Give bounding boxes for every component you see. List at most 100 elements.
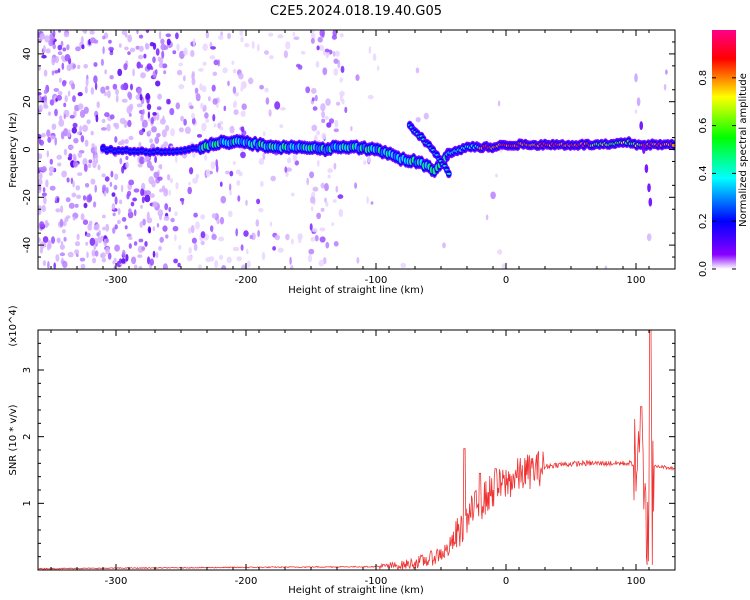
noise-speckle (367, 94, 374, 100)
noise-speckle (210, 225, 214, 233)
noise-speckle (128, 113, 132, 117)
noise-speckle (176, 69, 183, 76)
noise-speckle (144, 241, 148, 247)
noise-speckle (80, 36, 84, 44)
noise-speckle (38, 205, 43, 212)
noise-speckle (220, 31, 224, 37)
noise-speckle (146, 103, 152, 111)
noise-speckle (240, 244, 244, 251)
noise-speckle (175, 32, 179, 40)
noise-speckle (197, 264, 203, 269)
noise-speckle (93, 201, 97, 208)
noise-speckle (146, 63, 152, 70)
noise-speckle (93, 62, 98, 67)
noise-speckle (222, 67, 228, 74)
noise-speckle (117, 207, 121, 215)
noise-speckle (262, 131, 266, 137)
noise-speckle (125, 253, 129, 262)
main-trace-a-core (108, 148, 113, 151)
noise-speckle (92, 160, 97, 169)
noise-speckle (48, 171, 53, 176)
noise-speckle (293, 36, 300, 40)
noise-speckle (155, 80, 161, 87)
noise-speckle (333, 128, 339, 133)
noise-speckle (137, 163, 143, 168)
noise-speckle (311, 124, 318, 132)
noise-speckle (634, 109, 638, 114)
noise-speckle (165, 33, 172, 38)
noise-speckle (139, 156, 145, 165)
noise-speckle (334, 119, 339, 128)
noise-speckle (119, 199, 123, 205)
noise-speckle (211, 84, 216, 92)
noise-speckle (87, 163, 92, 168)
noise-speckle (49, 158, 53, 165)
noise-speckle (42, 236, 49, 243)
noise-speckle (86, 251, 89, 259)
noise-speckle (74, 241, 81, 247)
noise-speckle (217, 122, 221, 129)
noise-speckle (156, 106, 162, 111)
noise-speckle (256, 198, 261, 205)
noise-speckle (356, 257, 360, 264)
noise-speckle (200, 102, 204, 110)
colorbar-ticks: 0.0 0.2 0.4 0.6 0.8 (698, 70, 736, 277)
noise-speckle (314, 94, 318, 102)
noise-speckle (152, 250, 156, 258)
noise-speckle (104, 176, 110, 182)
noise-speckle (94, 145, 98, 153)
noise-speckle (155, 48, 160, 56)
noise-speckle (140, 114, 144, 122)
noise-speckle (191, 77, 196, 86)
noise-speckle (126, 193, 130, 200)
noise-speckle (62, 260, 68, 268)
noise-speckle (139, 221, 143, 228)
noise-speckle (95, 158, 99, 164)
noise-speckle (152, 112, 157, 116)
noise-speckle (240, 151, 246, 159)
noise-speckle (128, 243, 132, 249)
noise-speckle (240, 126, 245, 133)
snr-line (38, 330, 675, 570)
x-tick-label: -200 (235, 576, 258, 587)
noise-speckle (78, 103, 84, 110)
noise-speckle (63, 148, 68, 156)
noise-speckle (43, 89, 48, 95)
noise-speckle (72, 95, 76, 103)
noise-speckle (195, 173, 200, 180)
noise-speckle (49, 99, 55, 106)
x-tick-label: -300 (105, 576, 128, 587)
noise-speckle (376, 65, 380, 71)
noise-speckle (163, 45, 169, 50)
noise-speckle (161, 63, 168, 69)
noise-speckle (52, 30, 56, 38)
noise-speckle (415, 117, 421, 123)
noise-speckle (240, 110, 246, 117)
noise-speckle (139, 94, 143, 101)
noise-speckle (236, 180, 241, 186)
noise-speckle (77, 131, 81, 135)
noise-speckle (94, 250, 99, 257)
noise-speckle (154, 155, 158, 164)
noise-speckle (77, 152, 83, 159)
noise-speckle (84, 85, 88, 94)
noise-speckle (192, 151, 196, 158)
noise-speckle (159, 118, 166, 125)
noise-speckle (300, 50, 306, 55)
noise-speckle (67, 251, 74, 258)
noise-speckle (312, 186, 319, 192)
noise-speckle (128, 236, 133, 241)
noise-speckle (114, 173, 119, 181)
noise-speckle (170, 128, 175, 137)
noise-speckle (290, 265, 294, 269)
noise-speckle (306, 177, 310, 186)
main-trace-c-core (671, 143, 675, 147)
noise-speckle (94, 184, 97, 193)
noise-speckle (291, 238, 294, 245)
noise-speckle (322, 67, 328, 76)
noise-speckle (60, 241, 64, 245)
noise-speckle (90, 178, 96, 185)
noise-speckle (128, 92, 133, 100)
noise-speckle (158, 246, 162, 251)
